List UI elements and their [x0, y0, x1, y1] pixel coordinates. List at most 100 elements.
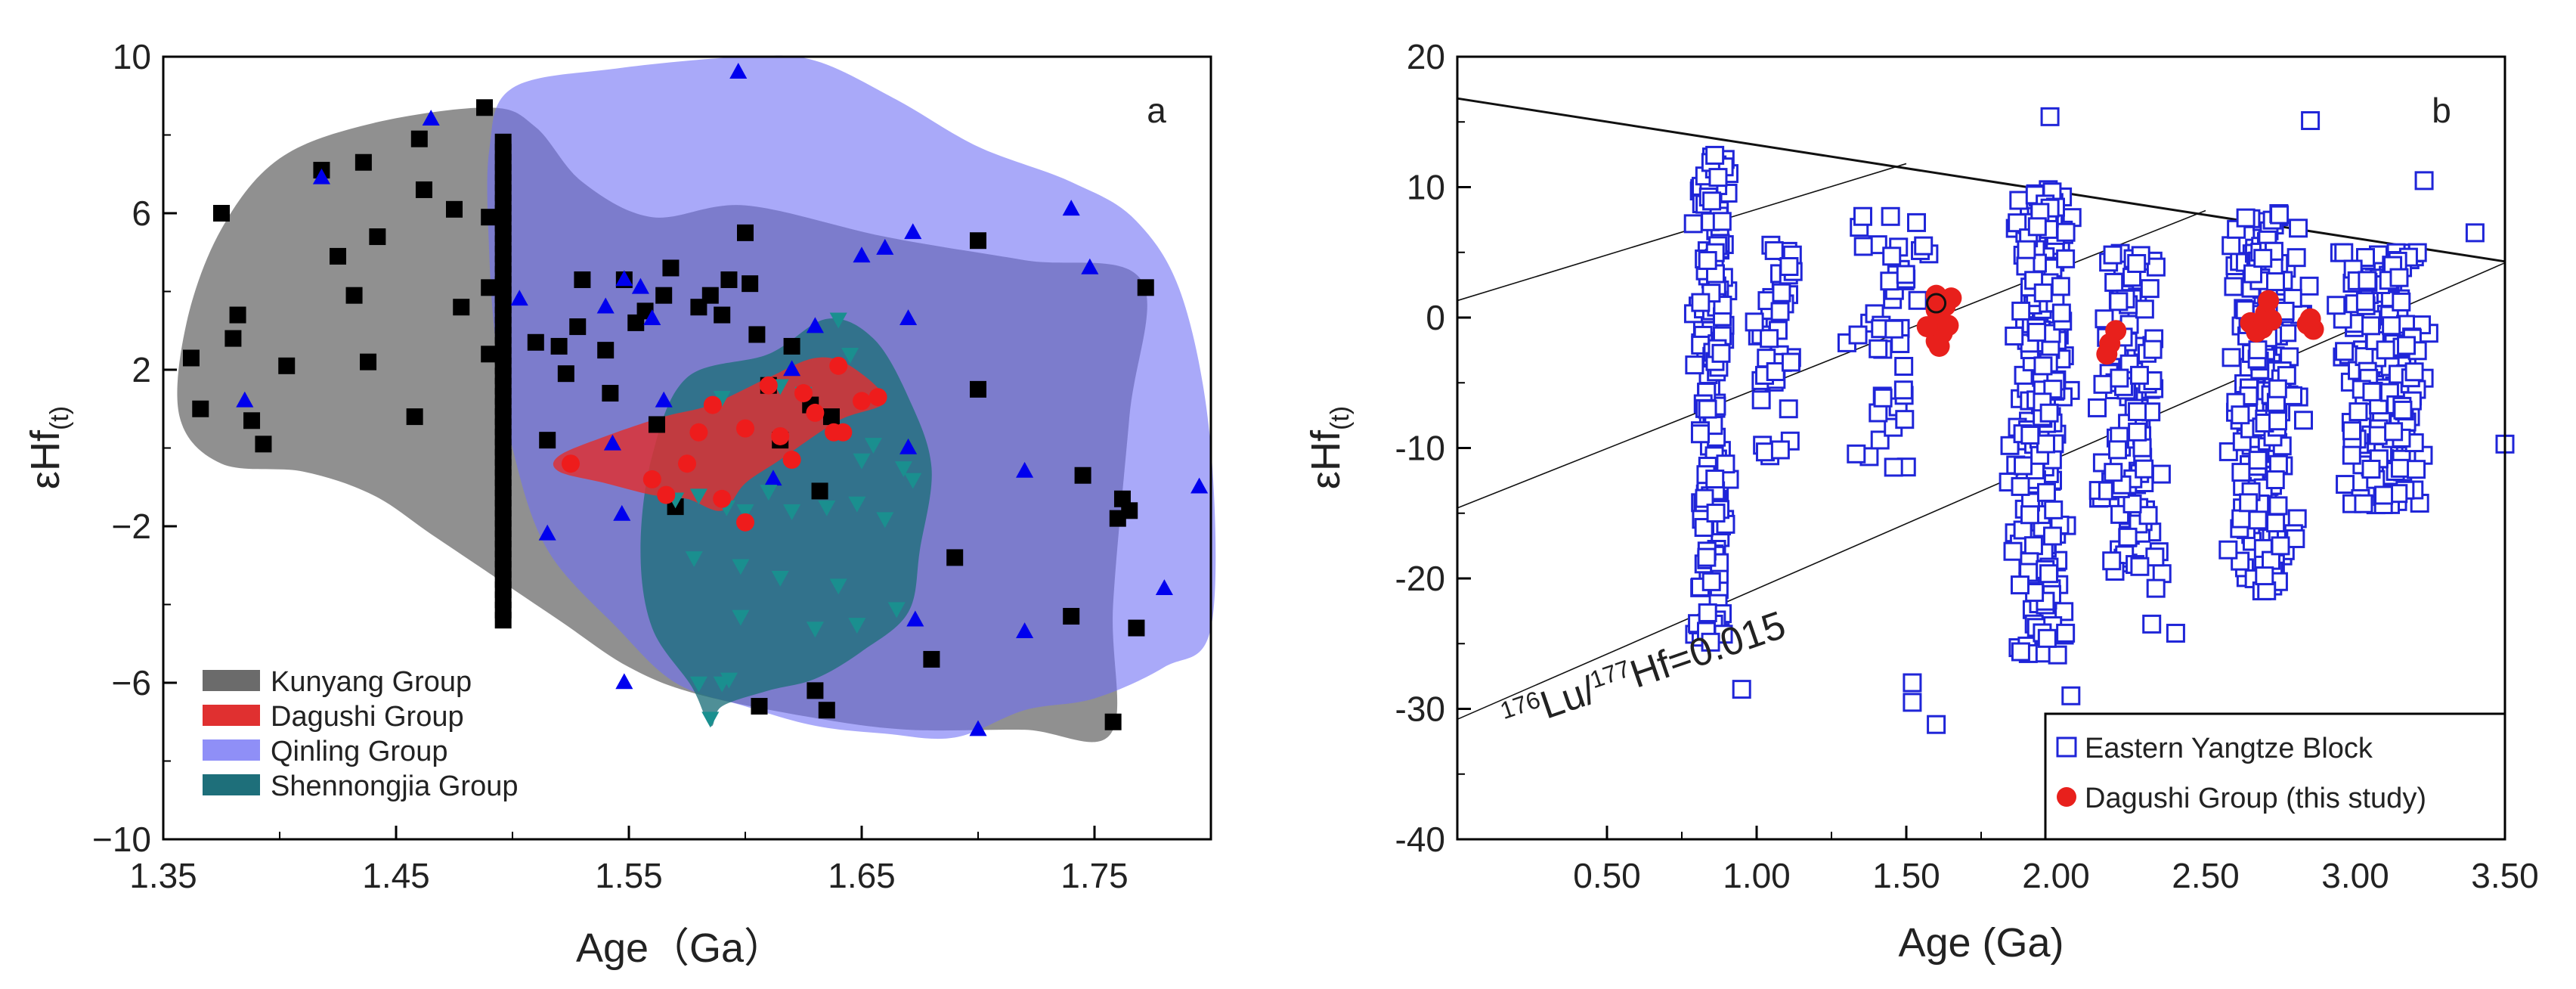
point-eastern-yangtze-block — [2128, 401, 2147, 421]
point-kunyang-group — [243, 412, 261, 429]
point-eastern-yangtze-block — [2354, 494, 2373, 513]
point-eastern-yangtze-block — [2036, 434, 2055, 454]
point-eastern-yangtze-block — [2103, 245, 2122, 265]
point-eastern-yangtze-block — [2033, 356, 2053, 376]
panel-a-x-tick-label: 1.65 — [828, 856, 896, 895]
point-eastern-yangtze-block — [1770, 302, 1790, 321]
point-shennongjia-group — [685, 551, 703, 568]
point-dagushi-group-this-study — [1916, 316, 1938, 338]
point-shennongjia-group — [689, 488, 707, 505]
point-qinling-group — [510, 290, 528, 306]
panel-b-background — [1457, 57, 2505, 839]
point-eastern-yangtze-block — [2221, 348, 2241, 367]
panel-b-legend: Eastern Yangtze Block Dagushi Group (this… — [2044, 712, 2506, 841]
panel-a-y-axis-label: εHf(t) — [23, 406, 74, 489]
panel-b-y-axis-label-sub: (t) — [1326, 406, 1355, 430]
point-eastern-yangtze-block — [2271, 536, 2290, 556]
panel-a-y-axis-label-sub: (t) — [45, 406, 74, 430]
legend-swatch-shennongjia-group — [203, 774, 260, 795]
point-eastern-yangtze-block — [2033, 283, 2053, 302]
point-eastern-yangtze-block — [2118, 527, 2138, 547]
point-eastern-yangtze-block — [1697, 547, 1717, 567]
point-shennongjia-group — [904, 473, 922, 489]
point-eastern-yangtze-block — [1853, 237, 1873, 256]
point-qinling-group — [1016, 622, 1034, 638]
point-kunyang-group — [476, 99, 494, 116]
point-eastern-yangtze-block — [2104, 463, 2123, 482]
point-kunyang-group — [748, 326, 766, 343]
point-qinling-group — [899, 438, 918, 454]
point-eastern-yangtze-block — [2127, 253, 2147, 273]
point-kunyang-group — [811, 482, 828, 500]
panel-b-y-axis-label-main: εHf — [1303, 429, 1348, 489]
point-eastern-yangtze-block — [2361, 316, 2381, 336]
point-eastern-yangtze-block — [1770, 440, 1790, 460]
point-eastern-yangtze-block — [2042, 526, 2062, 546]
point-kunyang-group — [1137, 279, 1154, 296]
point-dagushi-group-this-study — [1925, 299, 1947, 321]
point-eastern-yangtze-block — [2361, 460, 2381, 479]
point-qinling-group — [729, 63, 748, 79]
panel-b-y-tick-label: 0 — [1426, 298, 1445, 337]
point-kunyang-group — [453, 299, 470, 316]
point-eastern-yangtze-block — [1896, 265, 1915, 284]
point-kunyang-group — [345, 287, 363, 304]
reference-line-evolution-1 — [1457, 163, 1907, 302]
point-eastern-yangtze-block — [1882, 246, 1902, 266]
point-kunyang-group — [278, 357, 296, 374]
point-kunyang-group — [923, 650, 940, 668]
point-eastern-yangtze-block — [2266, 272, 2286, 292]
point-eastern-yangtze-block — [2392, 292, 2411, 312]
point-kunyang-group — [369, 228, 386, 246]
point-eastern-yangtze-block — [1779, 399, 1798, 419]
point-eastern-yangtze-block — [2389, 268, 2409, 287]
point-eastern-yangtze-block — [2362, 382, 2382, 401]
point-eastern-yangtze-block — [1847, 444, 1866, 463]
point-eastern-yangtze-block — [2231, 509, 2251, 529]
point-eastern-yangtze-block — [2093, 374, 2113, 394]
panel-a-x-tick-label: 1.55 — [595, 856, 663, 895]
point-kunyang-group — [597, 342, 615, 359]
point-eastern-yangtze-block — [2020, 505, 2039, 525]
point-qinling-group — [422, 110, 440, 126]
point-eastern-yangtze-block — [2384, 422, 2404, 442]
point-kunyang-group — [550, 337, 568, 355]
panel-b-x-tick-label: 1.00 — [1723, 856, 1791, 895]
panel-b-y-axis-label: εHf(t) — [1303, 406, 1355, 489]
point-eastern-yangtze-block — [2335, 342, 2355, 361]
point-eastern-yangtze-block — [1685, 355, 1704, 375]
point-eastern-yangtze-block — [2376, 340, 2395, 360]
point-eastern-yangtze-block — [2011, 301, 2031, 321]
point-shennongjia-group — [806, 622, 824, 638]
point-eastern-yangtze-block — [1873, 388, 1893, 408]
point-qinling-group — [1081, 258, 1099, 274]
point-dagushi-group — [834, 423, 853, 442]
point-kunyang-group — [229, 306, 246, 324]
panel-b-x-tick-label: 0.50 — [1573, 856, 1641, 895]
legend-swatch-dagushi-group — [203, 705, 260, 726]
point-dagushi-group — [736, 513, 754, 532]
point-eastern-yangtze-block — [1690, 424, 1710, 444]
point-eastern-yangtze-block — [2138, 506, 2158, 526]
point-shennongjia-group — [732, 559, 750, 575]
point-eastern-yangtze-block — [2128, 422, 2147, 442]
panel-b-y-tick-label: 10 — [1407, 168, 1445, 207]
point-eastern-yangtze-block — [1698, 603, 1717, 622]
point-dagushi-group — [657, 485, 676, 504]
point-dagushi-group-this-study — [1937, 315, 1959, 336]
point-shennongjia-group — [864, 438, 882, 454]
reference-line-evolution-2 — [1457, 209, 2206, 509]
point-eastern-yangtze-block — [2122, 494, 2142, 513]
point-eastern-yangtze-block — [2146, 257, 2166, 277]
point-qinling-group — [806, 317, 824, 333]
point-eastern-yangtze-block — [2404, 362, 2424, 382]
point-eastern-yangtze-block — [2088, 398, 2107, 417]
point-shennongjia-group — [829, 312, 847, 329]
point-eastern-yangtze-block — [1848, 325, 1868, 345]
point-kunyang-group — [1128, 619, 1145, 637]
point-eastern-yangtze-block — [2414, 171, 2434, 191]
point-kunyang-group — [406, 408, 423, 426]
point-dagushi-group-this-study — [2096, 343, 2118, 365]
